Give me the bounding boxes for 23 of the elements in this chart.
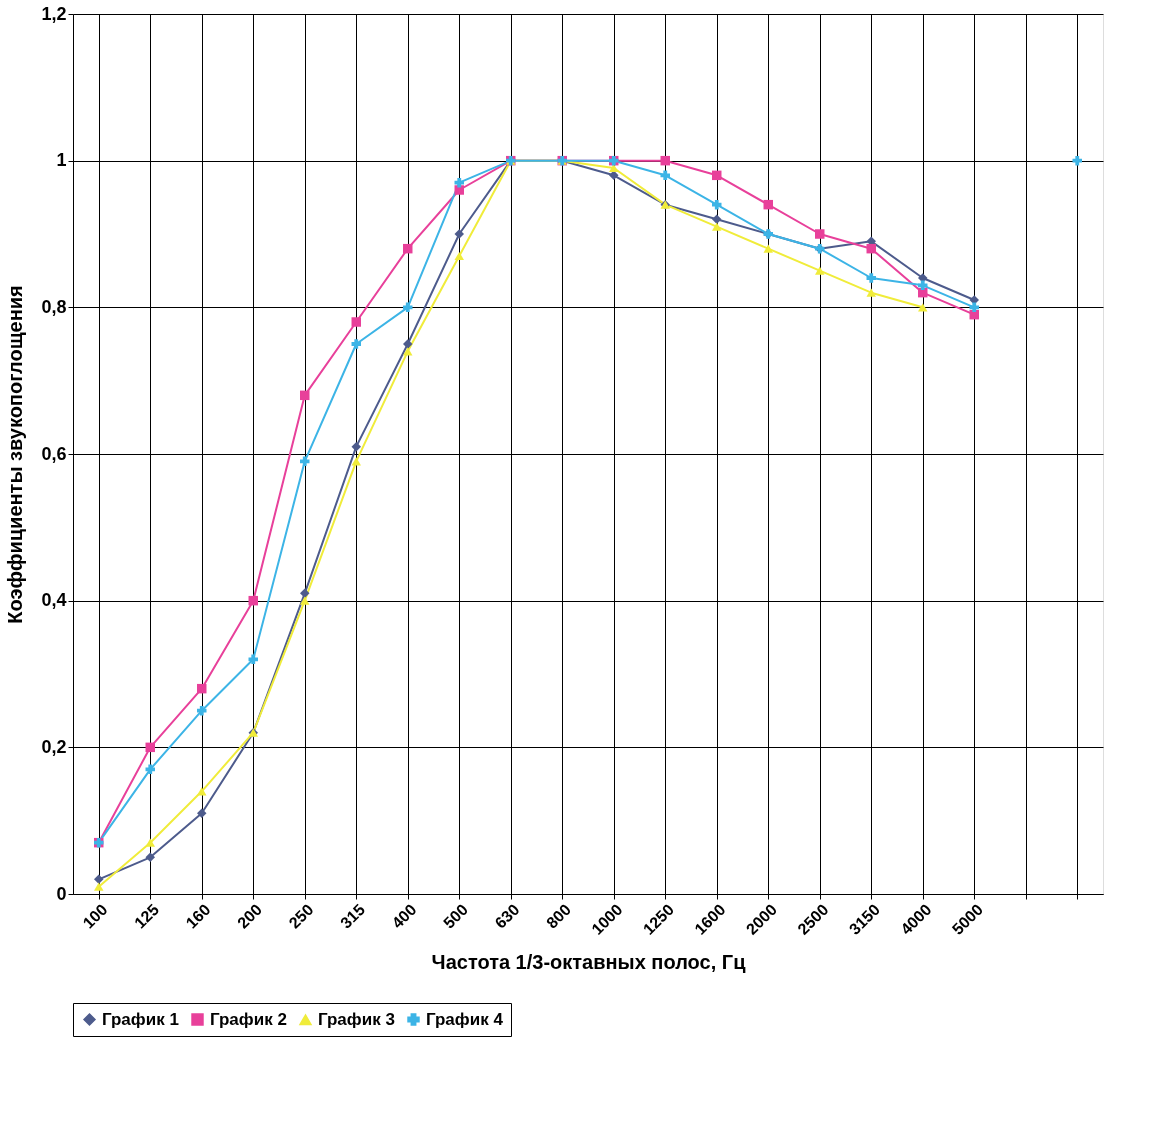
x-tick-label: 200 xyxy=(234,900,266,932)
x-tick-label: 500 xyxy=(440,900,472,932)
x-tick-label: 400 xyxy=(388,900,420,932)
x-tick-label: 630 xyxy=(491,900,523,932)
x-tick-label: 250 xyxy=(285,900,317,932)
y-tick-label: 0,2 xyxy=(41,736,67,757)
legend-label: График 2 xyxy=(210,1009,287,1029)
legend-label: График 4 xyxy=(426,1009,504,1029)
legend-label: График 1 xyxy=(102,1009,179,1029)
y-tick-label: 1 xyxy=(56,150,67,171)
y-tick-label: 0,4 xyxy=(41,590,67,611)
x-tick-label: 315 xyxy=(337,900,369,932)
x-tick-label: 800 xyxy=(543,900,575,932)
x-tick-label: 125 xyxy=(131,900,163,932)
x-axis-title: Частота 1/3-октавных полос, Гц xyxy=(431,950,747,973)
y-tick-label: 0,6 xyxy=(41,443,67,464)
y-axis-title: Коэффициенты звукопоглощения xyxy=(4,285,27,624)
legend-label: График 3 xyxy=(318,1009,395,1029)
y-tick-label: 0 xyxy=(56,883,67,904)
y-tick-label: 1,2 xyxy=(41,3,67,24)
x-tick-label: 100 xyxy=(79,900,111,932)
y-tick-label: 0,8 xyxy=(41,296,67,317)
x-tick-label: 160 xyxy=(182,900,214,932)
